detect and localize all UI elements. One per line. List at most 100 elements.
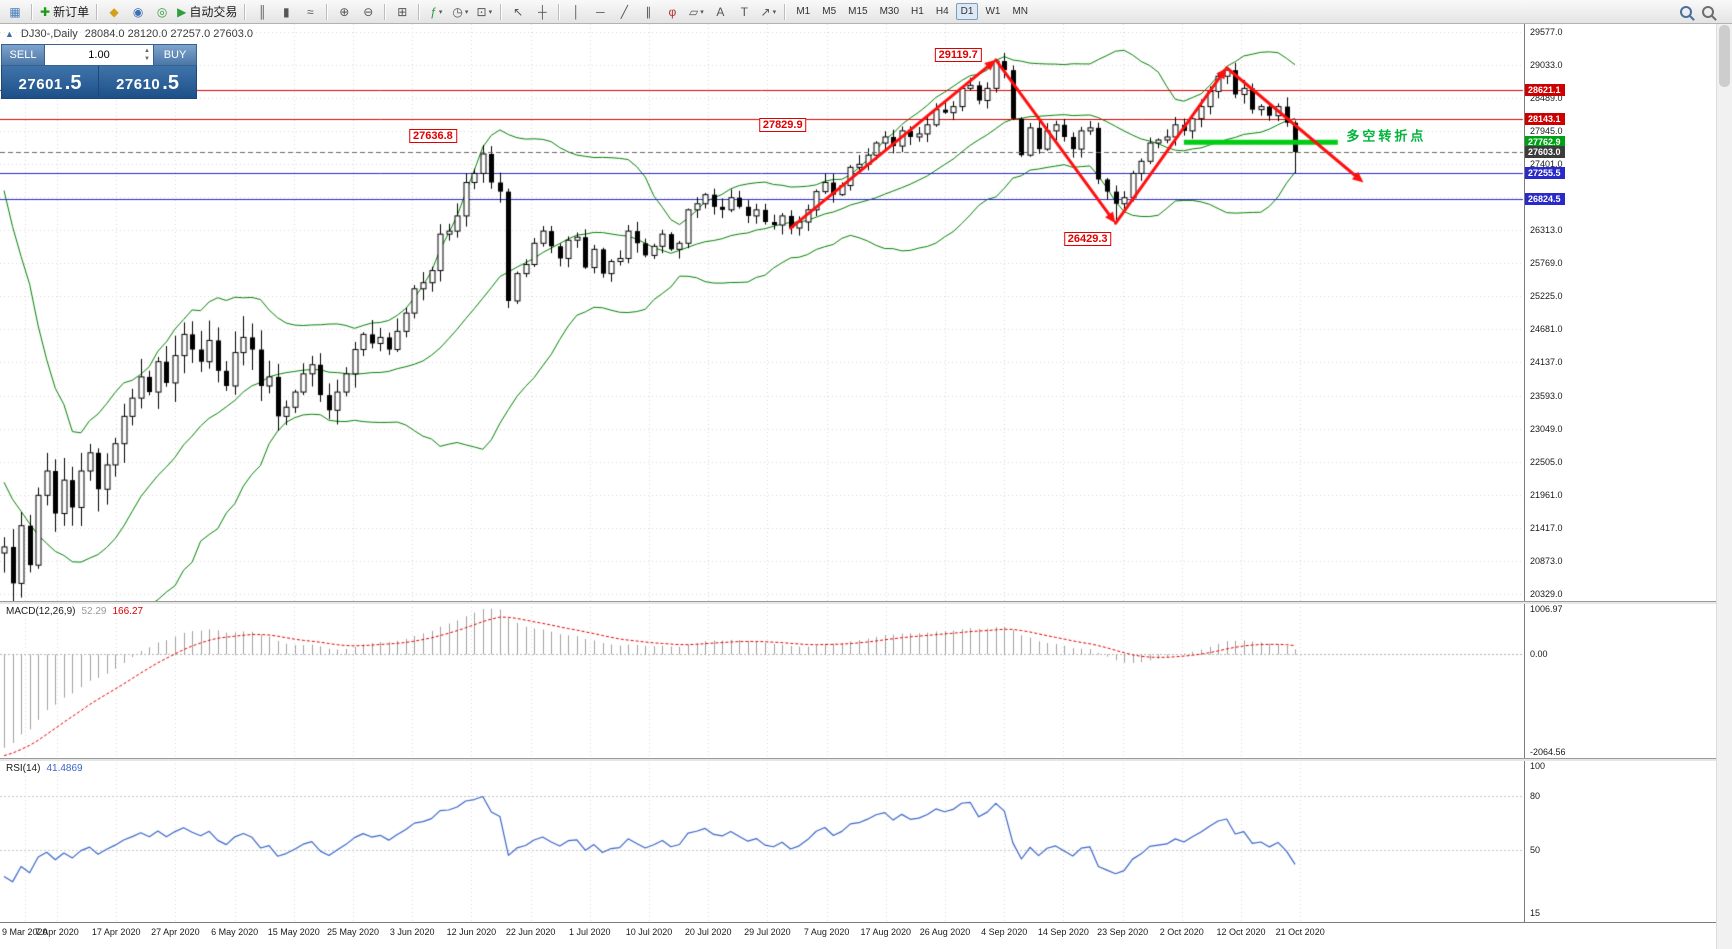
price-annotation[interactable]: 29119.7	[934, 47, 982, 62]
shapes-button[interactable]: ▱ ▾	[685, 2, 707, 22]
new-chart-button[interactable]: ▦	[4, 2, 26, 22]
sell-button[interactable]: SELL	[1, 44, 45, 66]
autotrading-button[interactable]: ▶ 自动交易	[175, 2, 239, 22]
timeframe-d1-button[interactable]: D1	[955, 3, 979, 20]
history-center-button[interactable]: ◆	[103, 2, 125, 22]
price-axis-label: 27401.0	[1530, 159, 1563, 170]
crosshair-button[interactable]: ┼	[531, 2, 553, 22]
zoom-out-button[interactable]: ⊖	[357, 2, 379, 22]
text-button[interactable]: A	[709, 2, 731, 22]
volume-stepper[interactable]: ▲ ▼	[144, 47, 150, 63]
tile-windows-button[interactable]: ⊞	[391, 2, 413, 22]
date-axis-label: 4 Sep 2020	[981, 927, 1028, 937]
indicators-button[interactable]: ƒ ▾	[425, 2, 447, 22]
vertical-line-button[interactable]: │	[565, 2, 587, 22]
bar-chart-mode-icon: ║	[258, 4, 267, 19]
rsi-axis-label: 50	[1530, 845, 1541, 855]
text-label-button[interactable]: T	[733, 2, 755, 22]
bar-chart-mode-button[interactable]: ║	[251, 2, 273, 22]
price-axis-label: 25225.0	[1530, 291, 1563, 302]
dropdown-caret-icon: ▾	[772, 8, 777, 16]
one-click-trading-panel: SELL ▲▼ BUY 27601 .5 27610 .5	[1, 44, 197, 99]
toolbar: ▦ ✚ 新订单 ◆ ◉ ◎ ▶ 自动交易 ║ ▮ ≈ ⊕ ⊖ ⊞ ƒ ▾ ◷ ▾ ⊡ ▾ ↖ ┼ │ ─ ╱ ∥ φ ▱ ▾ A T ↗ ▾ M1…	[0, 0, 1732, 24]
macd-axis: 1006.97 0.00 -2064.56	[1524, 603, 1716, 758]
templates-icon: ⊡	[476, 4, 487, 19]
cursor-button[interactable]: ↖	[507, 2, 529, 22]
date-axis-label: 17 Aug 2020	[860, 927, 912, 937]
vertical-scrollbar[interactable]	[1716, 24, 1732, 949]
toolbar-separator	[384, 3, 387, 20]
strategy-tester-icon: ◎	[156, 4, 168, 19]
timeframe-h1-button[interactable]: H1	[911, 6, 924, 17]
line-chart-mode-button[interactable]: ≈	[299, 2, 321, 22]
macd-canvas[interactable]	[0, 603, 1524, 758]
panel-splitter[interactable]	[0, 758, 1716, 761]
timeframe-mn-button[interactable]: MN	[1012, 6, 1028, 17]
trendline-button[interactable]: ╱	[613, 2, 635, 22]
timeframe-m15-button[interactable]: M15	[848, 6, 868, 17]
trendline-icon: ╱	[620, 4, 628, 19]
price-axis-label: 28489.0	[1530, 93, 1563, 104]
one-click-toggle-icon[interactable]: ▲	[5, 29, 14, 39]
volume-input[interactable]	[55, 49, 143, 61]
chart-text-label[interactable]: 多空转折点	[1346, 128, 1427, 144]
equidistant-channel-icon: ∥	[645, 4, 652, 19]
timeframe-m1-button[interactable]: M1	[796, 6, 811, 17]
price-axis-label: 23593.0	[1530, 390, 1563, 401]
buy-button[interactable]: BUY	[153, 44, 197, 66]
panel-splitter[interactable]	[0, 601, 1716, 604]
date-axis-label: 3 Jun 2020	[389, 927, 435, 937]
chart-search-icon[interactable]	[1702, 6, 1714, 18]
candlestick-mode-button[interactable]: ▮	[275, 2, 297, 22]
price-tag: 26824.5	[1525, 193, 1565, 206]
timeframe-m5-button[interactable]: M5	[822, 6, 837, 17]
equidistant-channel-button[interactable]: ∥	[637, 2, 659, 22]
toolbar-separator	[31, 3, 33, 20]
chart-header: ▲ DJ30-,Daily 28084.0 28120.0 27257.0 27…	[5, 28, 253, 40]
price-axis-label: 20329.0	[1530, 588, 1563, 599]
new-order-button[interactable]: ✚ 新订单	[38, 2, 91, 22]
price-axis-label: 27945.0	[1530, 126, 1563, 137]
price-annotation[interactable]: 27636.8	[409, 128, 457, 143]
fibonacci-button[interactable]: φ	[661, 2, 683, 22]
dropdown-caret-icon: ▾	[700, 8, 704, 16]
arrows-icon: ↗	[760, 4, 771, 19]
timeframe-m30-button[interactable]: M30	[879, 6, 900, 17]
symbol-period-label: DJ30-,Daily	[20, 28, 78, 40]
toolbar-separator	[784, 3, 787, 20]
price-tag: 28621.1	[1525, 84, 1565, 97]
dropdown-caret-icon: ▾	[464, 8, 469, 16]
stepper-down-icon[interactable]: ▼	[144, 56, 150, 62]
macd-value: 52.29	[81, 606, 107, 617]
date-axis-label: 15 May 2020	[267, 927, 320, 937]
new-order-icon: ✚	[40, 4, 51, 19]
price-tag: 28143.1	[1525, 113, 1565, 126]
stepper-up-icon[interactable]: ▲	[144, 48, 150, 54]
ohlc-values: 28084.0 28120.0 27257.0 27603.0	[84, 28, 253, 40]
strategy-tester-button[interactable]: ◎	[151, 2, 173, 22]
zoom-in-button[interactable]: ⊕	[333, 2, 355, 22]
date-axis-label: 25 May 2020	[326, 927, 380, 937]
templates-button[interactable]: ⊡ ▾	[473, 2, 495, 22]
date-axis-label: 7 Apr 2020	[35, 927, 79, 937]
horizontal-line-button[interactable]: ─	[589, 2, 611, 22]
toolbar-groups: ▦ ✚ 新订单 ◆ ◉ ◎ ▶ 自动交易 ║ ▮ ≈ ⊕ ⊖ ⊞ ƒ ▾ ◷ ▾ ⊡ ▾ ↖ ┼ │ ─ ╱ ∥ φ ▱ ▾ A T ↗ ▾ M1…	[3, 0, 1034, 23]
timeframe-h4-button[interactable]: H4	[935, 6, 949, 17]
price-annotation[interactable]: 26429.3	[1063, 232, 1112, 247]
rsi-canvas[interactable]	[0, 760, 1524, 922]
volume-field[interactable]: ▲▼	[45, 44, 153, 66]
price-tag: 27603.0	[1525, 145, 1565, 158]
price-annotation[interactable]: 27829.9	[758, 118, 807, 133]
rsi-label: RSI(14) 41.4869	[6, 763, 83, 774]
rsi-axis-label: 80	[1530, 791, 1541, 801]
arrows-button[interactable]: ↗ ▾	[757, 2, 779, 22]
rsi-axis-label: 15	[1530, 908, 1541, 918]
scrollbar-thumb[interactable]	[1719, 25, 1730, 87]
toolbar-separator	[500, 3, 503, 20]
date-axis-label: 27 Apr 2020	[151, 927, 200, 937]
global-variables-button[interactable]: ◉	[127, 2, 149, 22]
periods-button[interactable]: ◷ ▾	[449, 2, 471, 22]
ask-pip-digit: .5	[162, 72, 179, 94]
symbol-search-icon[interactable]	[1680, 6, 1692, 18]
timeframe-w1-button[interactable]: W1	[985, 6, 1001, 17]
